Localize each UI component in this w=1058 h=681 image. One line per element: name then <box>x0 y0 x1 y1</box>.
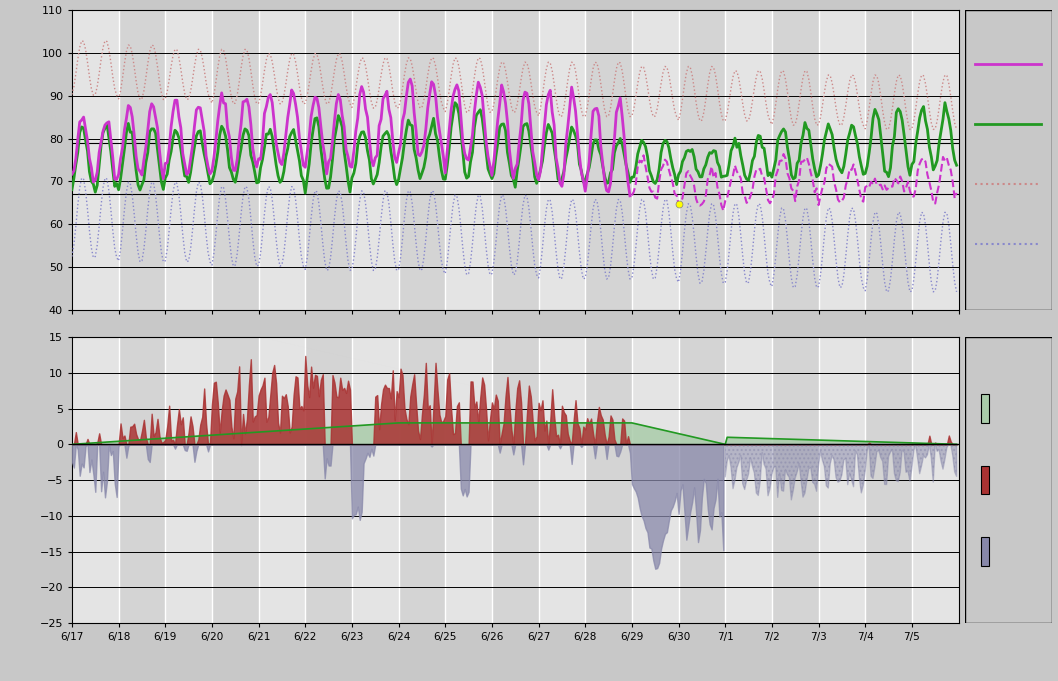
Bar <box>258 337 306 623</box>
Bar <box>585 337 632 623</box>
Bar <box>981 537 989 566</box>
Bar <box>865 10 912 310</box>
Bar <box>819 337 865 623</box>
Bar <box>212 337 258 623</box>
Bar <box>492 10 539 310</box>
Bar <box>981 466 989 494</box>
Bar <box>865 337 912 623</box>
Bar <box>678 337 725 623</box>
Bar <box>72 337 118 623</box>
Bar <box>632 337 678 623</box>
Bar <box>492 337 539 623</box>
Bar <box>585 10 632 310</box>
Bar <box>539 10 585 310</box>
Bar <box>212 10 258 310</box>
Bar <box>819 10 865 310</box>
Bar <box>678 10 725 310</box>
Bar <box>258 10 306 310</box>
Bar <box>72 10 118 310</box>
Bar <box>912 10 959 310</box>
Bar <box>118 10 165 310</box>
Bar <box>399 10 445 310</box>
Bar <box>772 337 819 623</box>
Bar <box>632 10 678 310</box>
Bar <box>306 10 352 310</box>
Bar <box>981 394 989 423</box>
Bar <box>725 10 772 310</box>
Bar <box>399 337 445 623</box>
Bar <box>352 337 399 623</box>
Bar <box>165 10 212 310</box>
Bar <box>912 337 959 623</box>
Bar <box>445 10 492 310</box>
Bar <box>352 10 399 310</box>
Bar <box>539 337 585 623</box>
Bar <box>306 337 352 623</box>
Bar <box>118 337 165 623</box>
Bar <box>445 337 492 623</box>
Bar <box>772 10 819 310</box>
Bar <box>725 337 772 623</box>
Bar <box>165 337 212 623</box>
